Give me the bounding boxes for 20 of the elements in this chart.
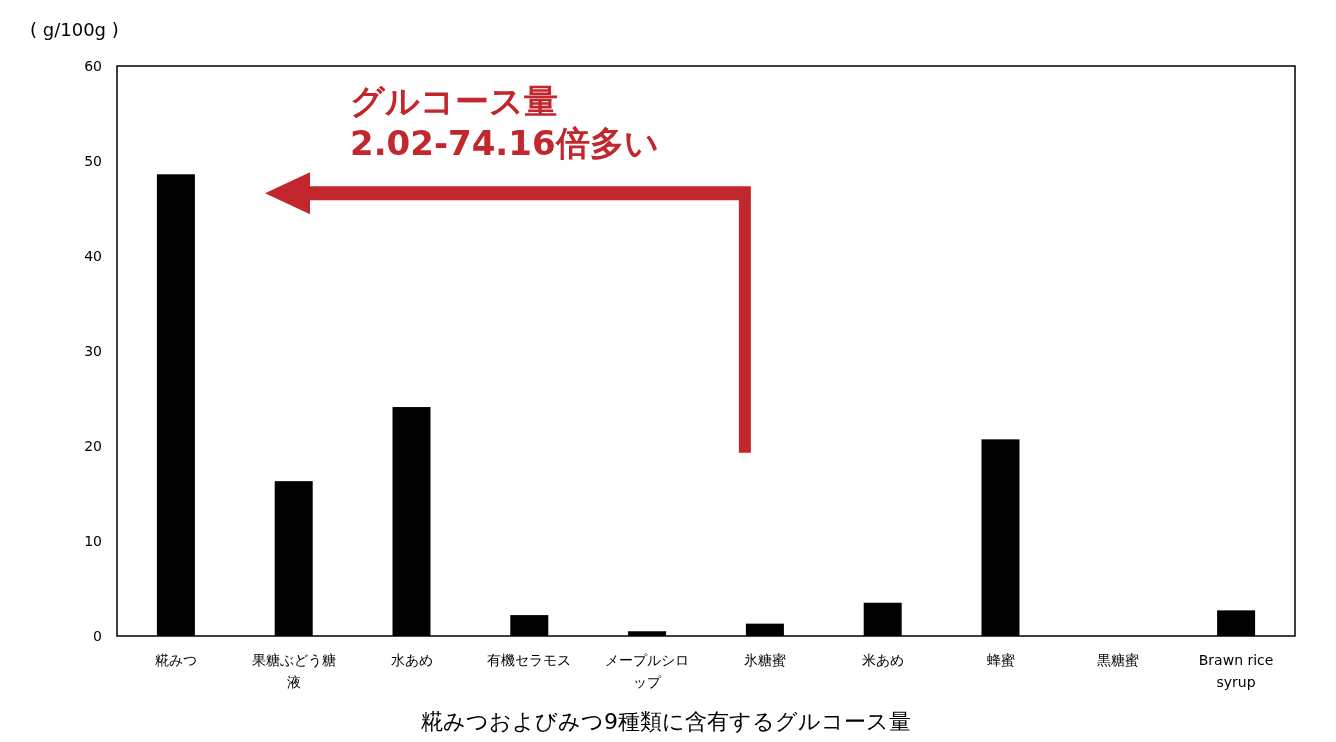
- y-axis-title: ( g/100g ): [30, 19, 119, 40]
- x-tick-label: Brawn rice syrup: [1198, 652, 1274, 690]
- x-tick-label: 蜂蜜: [986, 652, 1015, 668]
- y-tick-label: 60: [84, 58, 102, 74]
- x-tick-label: 水あめ: [390, 652, 433, 668]
- x-tick-label: 米あめ: [861, 652, 904, 668]
- x-tick-label: 氷糖蜜: [743, 652, 786, 668]
- y-tick-label: 50: [84, 153, 102, 169]
- y-tick-label: 0: [93, 628, 102, 644]
- y-tick-label: 40: [84, 248, 102, 264]
- text: 糀みつおよびみつ9種類に含有するグルコース量: [421, 709, 911, 734]
- x-tick-label: 果糖ぶどう糖液: [251, 652, 336, 690]
- y-tick-label: 10: [84, 533, 102, 549]
- x-tick-label: 有機セラモス: [487, 652, 572, 668]
- x-tick-label: 糀みつ: [154, 652, 197, 668]
- x-tick-label: メープルシロップ: [605, 652, 690, 690]
- x-tick-label: 黒糖蜜: [1097, 652, 1140, 668]
- y-tick-label: 20: [84, 438, 102, 454]
- annotation: グルコース量 2.02-74.16倍多い: [350, 81, 659, 163]
- y-tick-label: 30: [84, 343, 102, 359]
